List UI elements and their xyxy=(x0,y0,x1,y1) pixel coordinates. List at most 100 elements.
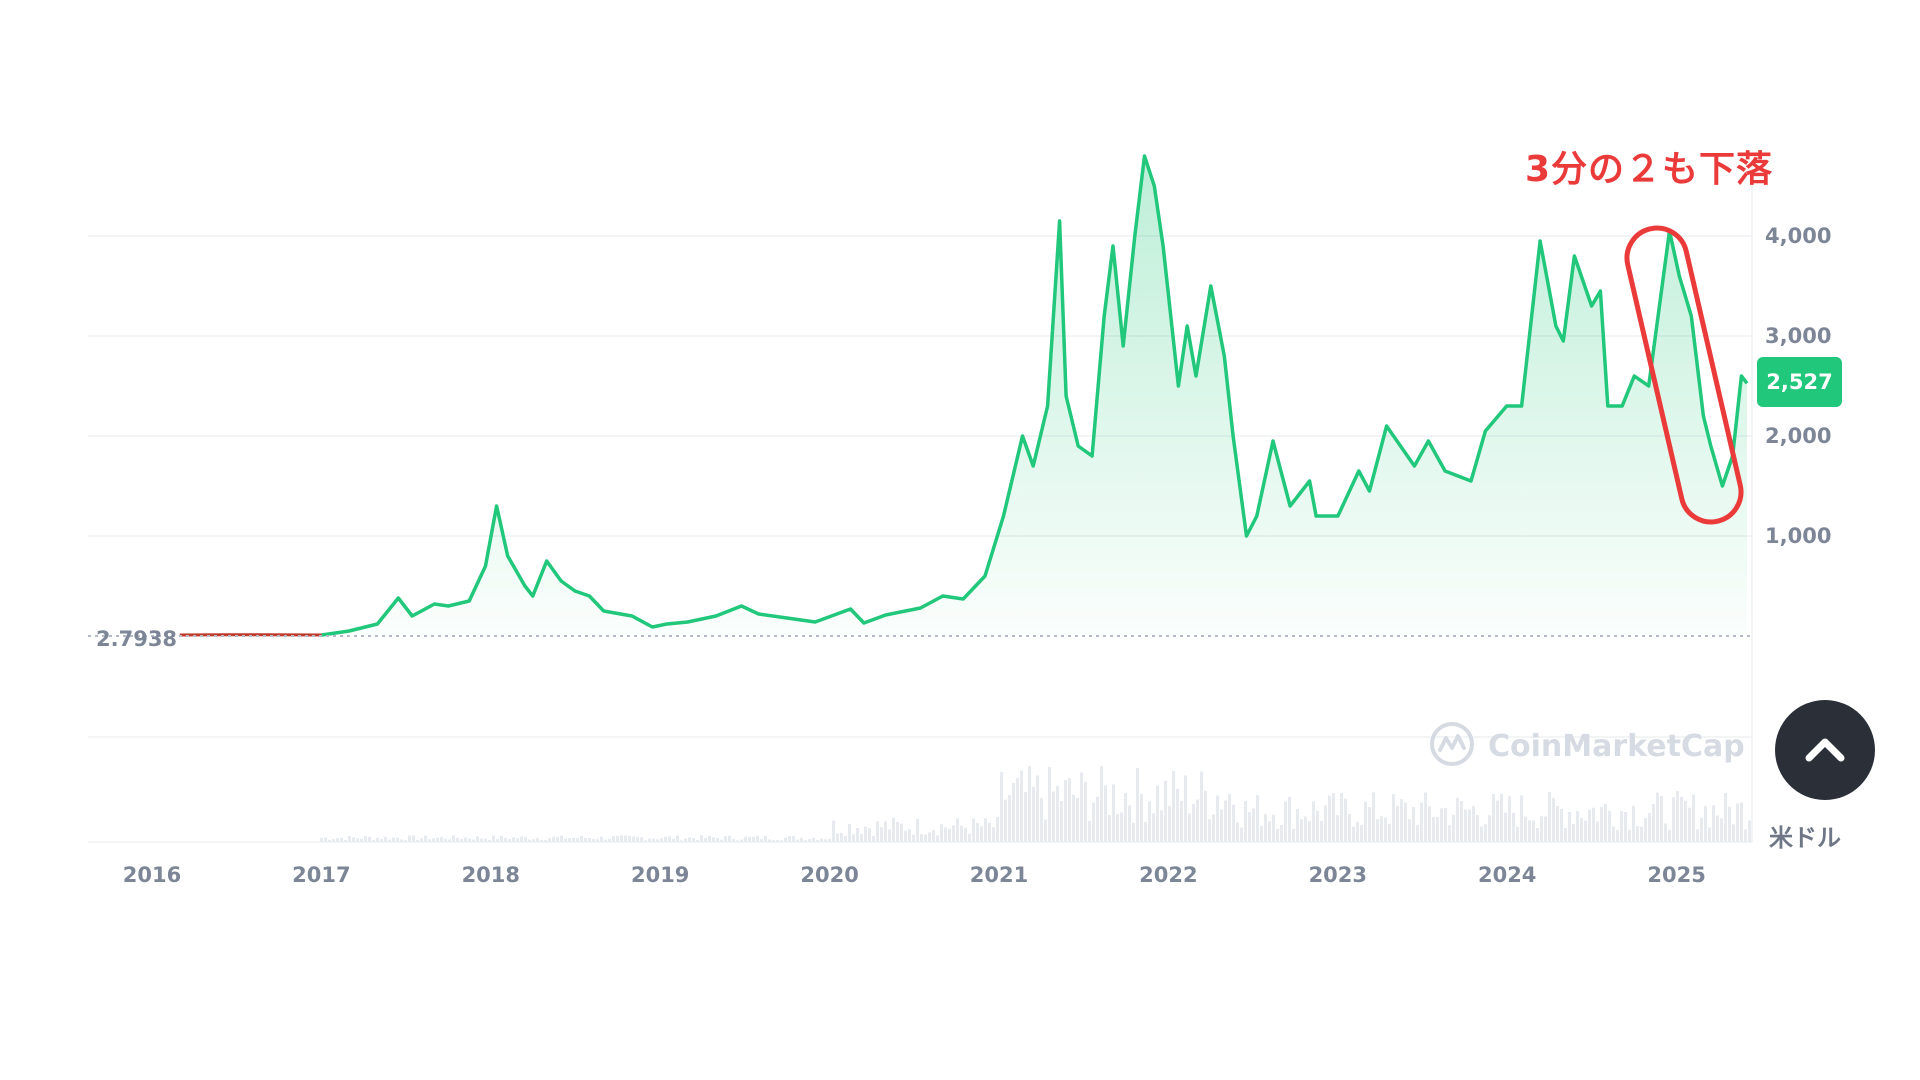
volume-bar xyxy=(608,838,611,842)
volume-bar xyxy=(1716,815,1719,842)
scroll-to-top-button[interactable] xyxy=(1775,700,1875,800)
volume-bar xyxy=(1284,801,1287,842)
volume-bar xyxy=(1424,792,1427,842)
volume-bar xyxy=(1552,798,1555,842)
x-tick-label: 2024 xyxy=(1478,863,1536,887)
volume-bar xyxy=(424,835,427,842)
volume-bar xyxy=(1580,817,1583,842)
volume-bar xyxy=(968,833,971,842)
volume-bar xyxy=(772,840,775,842)
volume-bar xyxy=(568,838,571,842)
volume-bar xyxy=(1440,808,1443,842)
volume-bar xyxy=(1212,814,1215,842)
volume-bar xyxy=(1592,807,1595,842)
volume-bar xyxy=(508,839,511,842)
volume-bar xyxy=(1520,795,1523,842)
volume-bar xyxy=(652,838,655,842)
volume-bar xyxy=(696,839,699,842)
volume-bar xyxy=(1020,770,1023,842)
volume-bar xyxy=(520,836,523,842)
volume-bar xyxy=(1568,811,1571,842)
volume-bar xyxy=(480,838,483,842)
volume-bar xyxy=(1660,795,1663,842)
volume-bar xyxy=(448,839,451,842)
volume-bar xyxy=(1068,778,1071,842)
volume-bar xyxy=(1576,811,1579,842)
volume-bar xyxy=(1404,802,1407,842)
volume-bar xyxy=(984,818,987,842)
volume-bar xyxy=(1456,797,1459,842)
volume-bar xyxy=(1572,823,1575,842)
volume-bar xyxy=(1280,825,1283,842)
volume-bar xyxy=(1044,819,1047,842)
volume-bar xyxy=(1104,785,1107,842)
volume-bar xyxy=(1512,812,1515,842)
volume-bar xyxy=(1616,829,1619,842)
volume-bar xyxy=(488,839,491,842)
volume-bar xyxy=(592,839,595,842)
volume-bar xyxy=(1612,826,1615,842)
price-line xyxy=(179,154,1749,637)
volume-bar xyxy=(1356,821,1359,842)
volume-bar xyxy=(872,835,875,842)
volume-bar xyxy=(916,818,919,842)
volume-bar xyxy=(668,836,671,842)
volume-bar xyxy=(640,837,643,842)
volume-bar xyxy=(972,818,975,842)
volume-bar xyxy=(976,823,979,842)
volume-bar xyxy=(1228,794,1231,842)
volume-bar xyxy=(1704,805,1707,842)
volume-bar xyxy=(1624,812,1627,842)
volume-bar xyxy=(436,837,439,842)
volume-bar xyxy=(796,839,799,842)
volume-bar xyxy=(380,839,383,842)
volume-bar xyxy=(460,839,463,842)
volume-bar xyxy=(940,824,943,842)
volume-bar xyxy=(1220,809,1223,842)
highlight-ellipse xyxy=(1624,225,1744,525)
x-tick-label: 2022 xyxy=(1139,863,1197,887)
volume-bar xyxy=(1272,814,1275,842)
x-tick-label: 2016 xyxy=(123,863,181,887)
volume-bar xyxy=(1268,821,1271,842)
volume-bar xyxy=(732,839,735,842)
volume-bar xyxy=(612,836,615,842)
volume-bar xyxy=(748,836,751,842)
volume-bar xyxy=(368,836,371,842)
volume-bar xyxy=(744,836,747,842)
volume-bar xyxy=(1120,812,1123,842)
volume-bar xyxy=(1352,826,1355,842)
volume-bar xyxy=(1648,813,1651,842)
volume-bar xyxy=(544,840,547,842)
volume-bar xyxy=(1416,824,1419,842)
baseline-value-label: 2.7938 xyxy=(96,627,177,651)
volume-bar xyxy=(588,838,591,842)
volume-bar xyxy=(1584,820,1587,842)
price-area-fill xyxy=(179,156,1747,636)
volume-bar xyxy=(692,838,695,842)
volume-bar xyxy=(856,828,859,842)
volume-bar xyxy=(1012,782,1015,842)
volume-bar xyxy=(1448,825,1451,842)
highlight-ellipse-shape xyxy=(1624,225,1744,525)
volume-bar xyxy=(1232,804,1235,842)
volume-bar xyxy=(1304,816,1307,842)
volume-bar xyxy=(1248,812,1251,842)
volume-bar xyxy=(1128,805,1131,842)
volume-bar xyxy=(1688,807,1691,842)
volume-bar xyxy=(1644,818,1647,842)
volume-bar xyxy=(1364,801,1367,842)
volume-bar xyxy=(512,837,515,842)
volume-bar xyxy=(1508,796,1511,842)
volume-bar xyxy=(1384,817,1387,842)
volume-bar xyxy=(1432,816,1435,842)
volume-bar xyxy=(1064,780,1067,842)
x-tick-label: 2025 xyxy=(1647,863,1705,887)
volume-bar xyxy=(1332,793,1335,842)
volume-bar xyxy=(620,835,623,842)
volume-bar xyxy=(888,829,891,842)
volume-bar xyxy=(1348,813,1351,842)
volume-bar xyxy=(1192,803,1195,842)
volume-bar xyxy=(336,838,339,842)
volume-bar xyxy=(1596,821,1599,842)
